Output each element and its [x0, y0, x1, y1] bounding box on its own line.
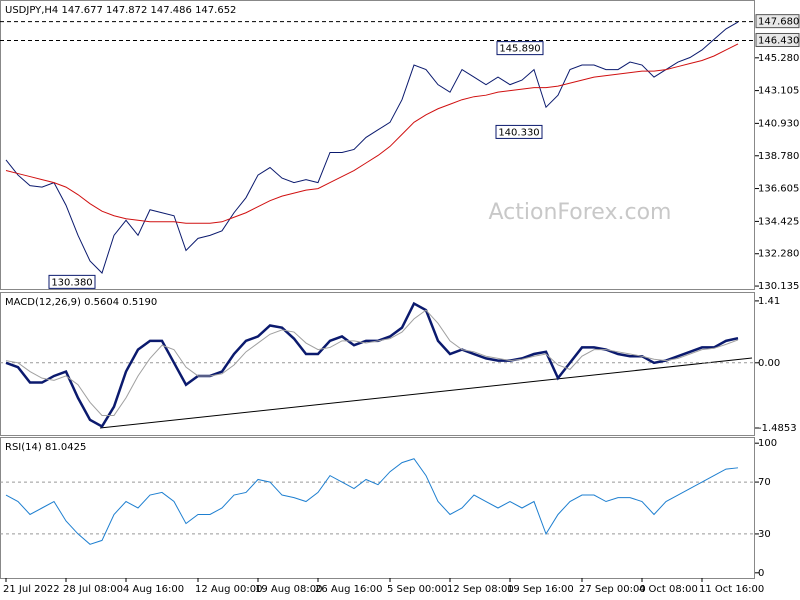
x-tick-label: 28 Jul 08:00: [63, 584, 123, 595]
x-tick-label: 12 Aug 00:00: [195, 584, 262, 595]
panel-title: RSI(14) 81.0425: [5, 442, 86, 453]
x-tick-label: 4 Oct 08:00: [639, 584, 698, 595]
annotation-box: [48, 274, 96, 289]
series-line: [5, 301, 739, 429]
x-tick-label: 11 Oct 16:00: [699, 584, 764, 595]
macd-panel: [0, 292, 755, 436]
x-tick-label: 19 Aug 08:00: [255, 584, 322, 595]
y-tick-label: 132.280: [758, 249, 799, 260]
y-tick-label: 1.41: [758, 296, 780, 307]
rsi-panel: [0, 437, 755, 579]
y-tick-label: 70: [758, 477, 771, 488]
y-tick-label: 100: [758, 438, 777, 449]
y-tick-label: 0: [758, 568, 764, 579]
x-tick-label: 26 Aug 16:00: [315, 584, 382, 595]
y-tick-label: 138.780: [758, 151, 799, 162]
series-line: [5, 458, 739, 545]
panel-title: USDJPY,H4 147.677 147.872 147.486 147.65…: [5, 5, 236, 16]
x-tick-label: 5 Sep 00:00: [387, 584, 447, 595]
y-tick-label: 140.930: [758, 118, 799, 129]
annotation-label: 130.380: [51, 277, 92, 288]
x-tick-label: 27 Sep 00:00: [579, 584, 646, 595]
y-tick-label: -1.4853: [758, 423, 797, 434]
level-label-box: [755, 32, 800, 47]
trend-line: [99, 357, 753, 429]
y-tick-label: 136.605: [758, 184, 799, 195]
price-panel: [0, 0, 755, 290]
level-label-box: [755, 14, 800, 29]
annotation-label: 140.330: [498, 127, 539, 138]
annotation-box: [495, 124, 543, 139]
x-tick-label: 19 Sep 16:00: [507, 584, 574, 595]
x-tick-label: 12 Sep 08:00: [447, 584, 514, 595]
series-line: [5, 309, 739, 416]
series-line: [5, 43, 739, 224]
y-tick-label: 143.105: [758, 86, 799, 97]
y-tick-label: 30: [758, 529, 771, 540]
y-tick-label: 145.280: [758, 53, 799, 64]
watermark: ActionForex.com: [489, 200, 672, 225]
y-tick-label: 130.135: [758, 281, 799, 292]
annotation-label: 145.890: [499, 44, 540, 55]
y-tick-label: 134.425: [758, 216, 799, 227]
panel-title: MACD(12,26,9) 0.5604 0.5190: [5, 297, 157, 308]
annotation-box: [496, 41, 544, 56]
series-line: [5, 21, 739, 274]
y-tick-label: 0.00: [758, 358, 780, 369]
level-label: 146.430: [758, 35, 799, 46]
x-tick-label: 21 Jul 2022: [3, 584, 60, 595]
x-tick-label: 4 Aug 16:00: [123, 584, 184, 595]
level-label: 147.680: [758, 17, 799, 28]
